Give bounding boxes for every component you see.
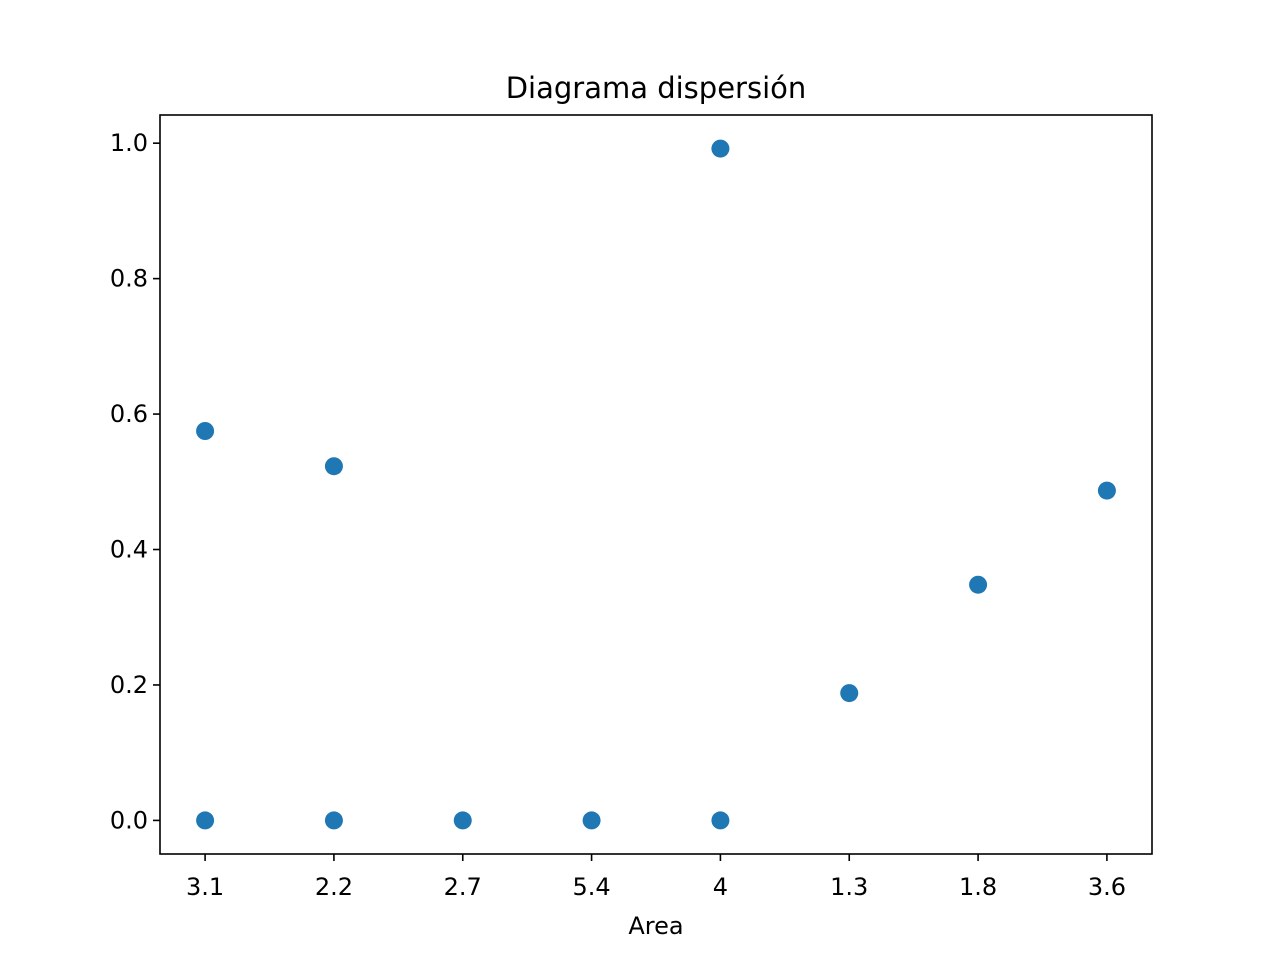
- scatter-point: [453, 811, 472, 830]
- x-axis: 3.1 2.2 2.7 5.4 4 1.3 1.8 3.6: [186, 854, 1126, 901]
- y-tick-label: 0.2: [110, 671, 148, 699]
- x-tick-label: 2.7: [444, 873, 482, 901]
- scatter-point: [969, 575, 988, 594]
- x-tick-label: 4: [713, 873, 728, 901]
- x-tick-label: 3.1: [186, 873, 224, 901]
- y-tick-label: 0.8: [110, 265, 148, 293]
- y-tick-label: 0.6: [110, 400, 148, 428]
- x-tick-label: 2.2: [315, 873, 353, 901]
- x-tick-label: 3.6: [1088, 873, 1126, 901]
- x-axis-title: Area: [628, 912, 683, 940]
- scatter-point: [196, 421, 215, 440]
- chart-title: Diagrama dispersión: [506, 71, 807, 105]
- scatter-point: [711, 139, 730, 158]
- x-tick-label: 5.4: [572, 873, 610, 901]
- scatter-point: [582, 811, 601, 830]
- x-tick-label: 1.8: [959, 873, 997, 901]
- y-axis: 0.0 0.2 0.4 0.6 0.8 1.0: [110, 129, 160, 834]
- scatter-point: [840, 684, 859, 703]
- scatter-point: [324, 811, 343, 830]
- y-tick-label: 0.0: [110, 806, 148, 834]
- scatter-point: [324, 457, 343, 476]
- y-tick-label: 0.4: [110, 536, 148, 564]
- y-tick-label: 1.0: [110, 129, 148, 157]
- data-points: [196, 139, 1116, 830]
- x-tick-label: 1.3: [830, 873, 868, 901]
- scatter-point: [196, 811, 215, 830]
- scatter-point: [1097, 481, 1116, 500]
- scatter-point: [711, 811, 730, 830]
- plot-frame: [159, 114, 1153, 855]
